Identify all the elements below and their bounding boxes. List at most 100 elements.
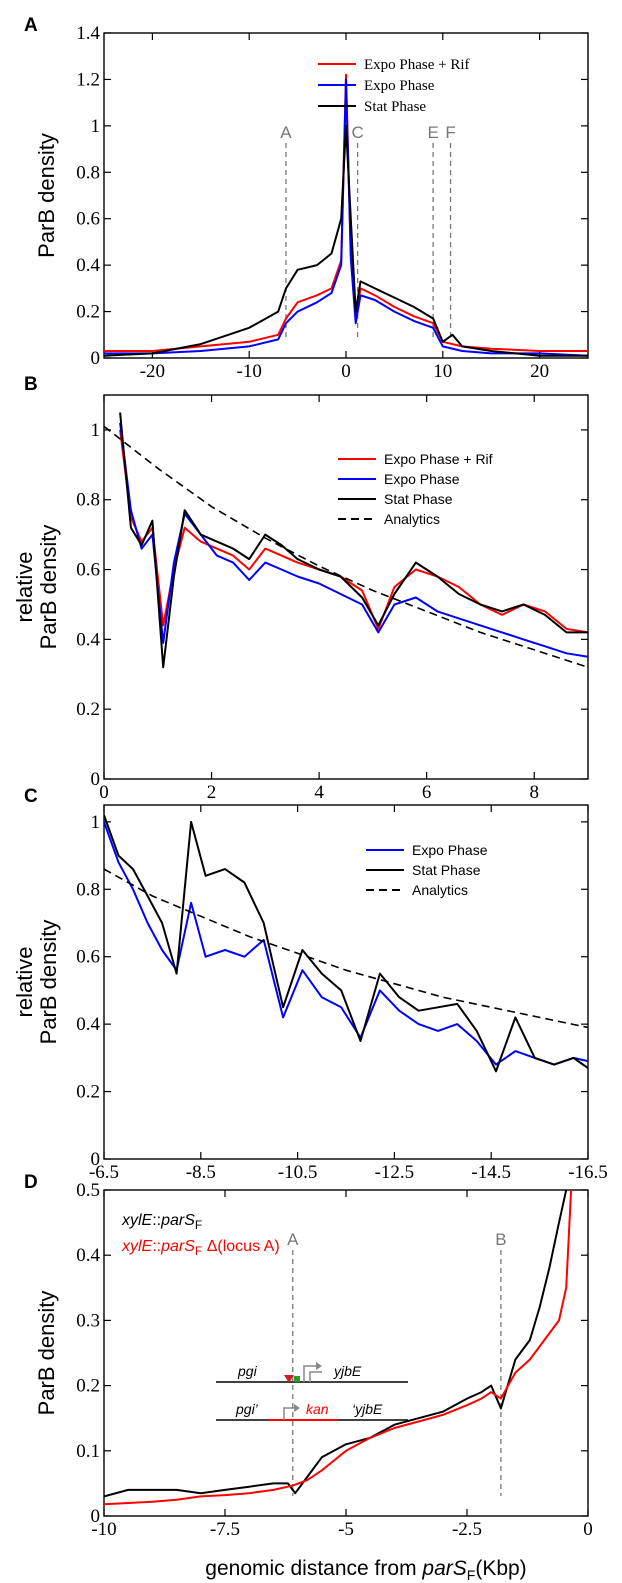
y-axis-label-d: ParB density	[34, 1291, 59, 1416]
y-tick-label: 0	[91, 1149, 101, 1170]
marker-label-a: A	[287, 1230, 299, 1249]
x-tick-label: -6.5	[89, 1162, 119, 1183]
x-tick-label: -10.5	[278, 1162, 318, 1183]
series-line-a-2	[104, 124, 588, 357]
x-tick-label: -5	[338, 1519, 354, 1540]
x-tick-label: 10	[433, 361, 452, 382]
marker-label-b: B	[495, 1230, 506, 1249]
y-tick-label: 0.2	[76, 1376, 100, 1397]
y-tick-label: 1	[91, 812, 101, 833]
series-group-c	[104, 814, 588, 1073]
marker-label-c: C	[351, 123, 363, 142]
x-tick-label: -10	[91, 1519, 116, 1540]
series-line-a-1	[104, 78, 588, 357]
y-axis-label-c: relative	[12, 947, 37, 1018]
x-tick-label: 20	[530, 361, 549, 382]
inset-promoter-arrow-1	[303, 1365, 318, 1382]
x-tick-label: 8	[529, 782, 539, 803]
legend-label-b-2: Stat Phase	[384, 491, 453, 507]
y-tick-label: 0.4	[76, 255, 100, 276]
x-tick-label: 4	[314, 782, 324, 803]
x-tick-label: -2.5	[452, 1519, 482, 1540]
x-tick-label: 0	[341, 361, 351, 382]
series-group-b	[104, 412, 588, 669]
y-tick-label: 0.1	[76, 1441, 100, 1462]
y-axis-label-a: ParB density	[34, 133, 59, 258]
legend-label-b-1: Expo Phase	[384, 471, 460, 487]
series-group-d	[104, 1190, 573, 1506]
y-tick-label: 0.6	[76, 947, 100, 968]
x-tick-label: 0	[583, 1519, 593, 1540]
x-tick-label: -7.5	[210, 1519, 240, 1540]
x-tick-label: -12.5	[375, 1162, 415, 1183]
legend-entry-d-0: xylE::parSF	[121, 1212, 202, 1232]
y-axis-label-2-c: ParB density	[36, 920, 61, 1045]
y-tick-label: 0	[91, 348, 101, 369]
inset-label-pgi: pgi	[237, 1363, 258, 1379]
series-line-c-1	[104, 814, 588, 1073]
y-tick-label: 1	[91, 420, 101, 441]
panel-label-b: B	[24, 374, 38, 395]
plot-frame-c	[103, 804, 589, 1160]
y-tick-label: 0	[91, 1506, 101, 1527]
y-tick-label: 0.4	[76, 1014, 100, 1035]
panel-b: B 0 2 4 6 8 0 0.2 0.4 0.6 0.8 1 relative ParB density…	[12, 374, 589, 803]
inset-red-triangle	[284, 1375, 294, 1383]
panel-label-d: D	[24, 1172, 38, 1193]
panel-c: C -6.5 -8.5 -10.5 -12.5 -14.5 -16.5 0 0.2 0.4 0.6 0…	[12, 786, 608, 1183]
x-tick-label: -16.5	[568, 1162, 608, 1183]
y-tick-label: 0.4	[76, 1245, 100, 1266]
inset-promoter-head-1	[316, 1362, 322, 1370]
inset-promoter-head-3	[294, 1404, 300, 1412]
y-tick-label: 0.2	[76, 1082, 100, 1103]
legend-entry-d-1: xylE::parSF Δ(locus A)	[121, 1238, 280, 1258]
y-axis-label-2-b: ParB density	[36, 525, 61, 650]
inset-label-yjbe: yjbE	[333, 1363, 362, 1379]
y-tick-label: 0.2	[76, 302, 100, 323]
y-tick-label: 0.5	[76, 1180, 100, 1201]
inset-green-box	[294, 1376, 300, 1382]
panel-d: D -10 -7.5 -5 -2.5 0 0 0.1 0.2 0.3 0.4 0.5 ParB dens…	[24, 1172, 593, 1540]
x-tick-label: -10	[237, 361, 262, 382]
series-line-b-0	[119, 429, 588, 634]
y-tick-label: 0.8	[76, 879, 100, 900]
legend-label-c-0: Expo Phase	[412, 842, 488, 858]
marker-label-f: F	[445, 123, 455, 142]
series-line-b-2	[119, 412, 588, 669]
inset-label-pgi-prime: pgi’	[235, 1401, 259, 1417]
x-tick-label: 6	[422, 782, 432, 803]
marker-label-e: E	[427, 123, 438, 142]
y-tick-label: 0.6	[76, 560, 100, 581]
series-line-d-1	[104, 1190, 573, 1506]
y-tick-label: 0.2	[76, 699, 100, 720]
marker-label-a: A	[280, 123, 292, 142]
series-line-c-0	[104, 821, 588, 1066]
y-axis-label-b: relative	[12, 552, 37, 623]
series-group-a	[104, 73, 588, 357]
y-tick-label: 1.2	[76, 69, 100, 90]
legend-label-a-2: Stat Phase	[364, 99, 426, 115]
panel-a: A -20 -10 0 10 20 0 0.2 0.4 0.6 0.8 1 1.2 1.4 ParB den…	[24, 15, 589, 382]
y-tick-label: 1.4	[76, 23, 100, 44]
y-tick-label: 0.3	[76, 1310, 100, 1331]
panel-label-c: C	[24, 786, 38, 807]
figure-xlabel: genomic distance from parSF(Kbp)	[205, 1557, 526, 1583]
y-tick-label: 0.8	[76, 162, 100, 183]
inset-label-kan: kan	[306, 1401, 329, 1417]
panel-label-a: A	[24, 15, 38, 36]
legend-label-a-1: Expo Phase	[364, 78, 435, 94]
legend-label-b-3: Analytics	[384, 511, 440, 527]
inset-promoter-arrow-3	[283, 1407, 296, 1420]
inset-promoter-arrow-2	[309, 1371, 322, 1382]
legend-label-a-0: Expo Phase + Rif	[364, 57, 470, 73]
legend-label-b-0: Expo Phase + Rif	[384, 451, 493, 467]
plot-frame-b	[103, 394, 589, 780]
inset-gene-diagram: pgi yjbE pgi’ kan ‘yjbE	[216, 1362, 408, 1421]
series-line-b-3	[104, 425, 588, 669]
y-tick-label: 0.4	[76, 629, 100, 650]
x-tick-label: 2	[207, 782, 217, 803]
inset-label-yjbe-prime: ‘yjbE	[352, 1401, 383, 1417]
series-line-b-1	[119, 422, 588, 658]
legend-label-c-2: Analytics	[412, 882, 468, 898]
